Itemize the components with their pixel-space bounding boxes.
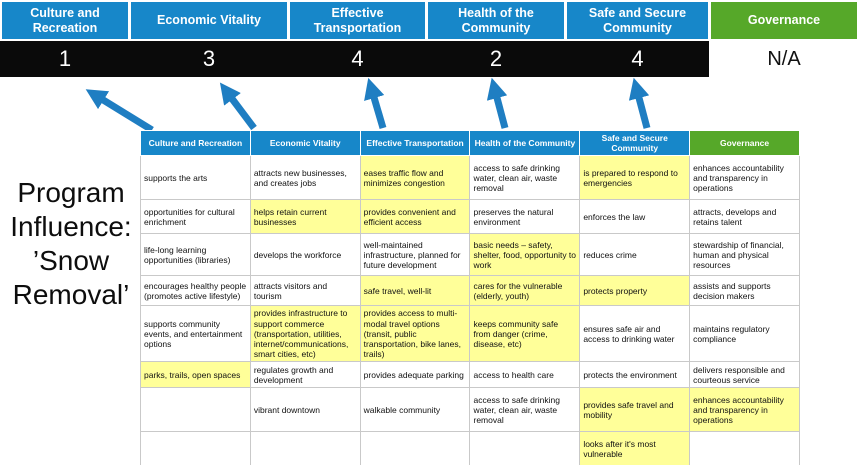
- matrix-header-culture-and-recreation: Culture and Recreation: [140, 129, 251, 157]
- matrix-cell: well-maintained infrastructure, planned …: [359, 233, 471, 277]
- matrix-cell: delivers responsible and courteous servi…: [689, 361, 800, 389]
- score-band: [0, 41, 709, 77]
- matrix-cell: cares for the vulnerable (elderly, youth…: [469, 275, 581, 307]
- matrix-cell: access to health care: [469, 361, 581, 389]
- matrix-row: looks after it's most vulnerable: [140, 431, 800, 465]
- pillar-header-economic-vitality: Economic Vitality: [131, 2, 287, 39]
- matrix-header-health-of-the-community: Health of the Community: [469, 129, 581, 157]
- matrix-cell: parks, trails, open spaces: [140, 361, 251, 389]
- matrix-cell: walkable community: [359, 387, 471, 433]
- matrix-cell: provides infrastructure to support comme…: [249, 305, 361, 363]
- matrix-cell: supports the arts: [140, 155, 251, 201]
- matrix-cell: attracts new businesses, and creates job…: [249, 155, 361, 201]
- matrix-cell: enhances accountability and transparency…: [689, 387, 800, 433]
- pillar-header-culture-and-recreation: Culture and Recreation: [2, 2, 128, 39]
- pillar-header-safe-and-secure-community: Safe and Secure Community: [567, 2, 708, 39]
- matrix-cell: provides safe travel and mobility: [579, 387, 691, 433]
- matrix-cell: life-long learning opportunities (librar…: [140, 233, 251, 277]
- matrix-cell: vibrant downtown: [249, 387, 361, 433]
- matrix-cell: [140, 431, 251, 465]
- matrix-cell: preserves the natural environment: [469, 199, 581, 235]
- matrix-cell: maintains regulatory compliance: [689, 305, 800, 363]
- influence-arrow-5: [628, 77, 651, 129]
- matrix-cell: basic needs – safety, shelter, food, opp…: [469, 233, 581, 277]
- matrix-row: parks, trails, open spaces regulates grow…: [140, 361, 800, 389]
- matrix-header-governance: Governance: [689, 129, 800, 157]
- matrix-cell: provides access to multi-modal travel op…: [359, 305, 471, 363]
- score-culture-and-recreation: 1: [58, 46, 72, 71]
- matrix-cell: ensures safe air and access to drinking …: [579, 305, 691, 363]
- influence-arrow-4: [486, 77, 509, 129]
- matrix-cell: [689, 431, 800, 465]
- matrix-row: encourages healthy people (promotes acti…: [140, 275, 800, 307]
- scoreboard-header-row: Culture and Recreation Economic Vitality E…: [2, 2, 857, 39]
- matrix-cell: provides adequate parking: [359, 361, 471, 389]
- matrix-cell: helps retain current businesses: [249, 199, 361, 235]
- pillar-header-effective-transportation: Effective Transportation: [290, 2, 425, 39]
- matrix-header-effective-transportation: Effective Transportation: [359, 129, 471, 157]
- score-safe-and-secure-community: 4: [631, 46, 644, 71]
- scoreboard-score-row: 1 3 4 2 4 N/A: [0, 41, 859, 77]
- matrix-cell: develops the workforce: [249, 233, 361, 277]
- matrix-cell: enhances accountability and transparency…: [689, 155, 800, 201]
- matrix-cell: provides convenient and efficient access: [359, 199, 471, 235]
- matrix-cell: protects the environment: [579, 361, 691, 389]
- matrix-cell: enforces the law: [579, 199, 691, 235]
- matrix-row: supports community events, and entertain…: [140, 305, 800, 363]
- matrix-cell: eases traffic flow and minimizes congest…: [359, 155, 471, 201]
- influence-arrows: [85, 77, 651, 133]
- matrix-cell: keeps community safe from danger (crime,…: [469, 305, 581, 363]
- matrix-cell: reduces crime: [579, 233, 691, 277]
- matrix-row: supports the arts attracts new businesses…: [140, 155, 800, 201]
- matrix-cell: access to safe drinking water, clean air…: [469, 155, 581, 201]
- matrix-row: opportunities for cultural enrichment hel…: [140, 199, 800, 235]
- matrix-cell: [249, 431, 361, 465]
- influence-arrow-3: [364, 77, 387, 129]
- matrix-cell: looks after it's most vulnerable: [579, 431, 691, 465]
- influence-matrix-table: Culture and Recreation Economic Vitality E…: [140, 129, 800, 465]
- matrix-cell: attracts visitors and tourism: [249, 275, 361, 307]
- influence-arrow-1: [85, 89, 154, 133]
- score-governance: N/A: [767, 48, 801, 70]
- matrix-cell: safe travel, well-lit: [359, 275, 471, 307]
- matrix-cell: [140, 387, 251, 433]
- score-economic-vitality: 3: [202, 46, 216, 71]
- matrix-cell: stewardship of financial, human and phys…: [689, 233, 800, 277]
- matrix-row: life-long learning opportunities (librar…: [140, 233, 800, 277]
- matrix-header-row: Culture and Recreation Economic Vitality E…: [140, 129, 800, 157]
- matrix-cell: encourages healthy people (promotes acti…: [140, 275, 251, 307]
- score-effective-transportation: 4: [351, 46, 364, 71]
- matrix-cell: assists and supports decision makers: [689, 275, 800, 307]
- matrix-cell: protects property: [579, 275, 691, 307]
- matrix-cell: is prepared to respond to emergencies: [579, 155, 691, 201]
- matrix-cell: supports community events, and entertain…: [140, 305, 251, 363]
- pillar-header-governance: Governance: [711, 2, 857, 39]
- matrix-cell: [359, 431, 471, 465]
- pillar-header-health-of-the-community: Health of the Community: [428, 2, 564, 39]
- score-health-of-the-community: 2: [489, 46, 503, 71]
- matrix-cell: attracts, develops and retains talent: [689, 199, 800, 235]
- matrix-cell: opportunities for cultural enrichment: [140, 199, 251, 235]
- matrix-cell: access to safe drinking water, clean air…: [469, 387, 581, 433]
- matrix-cell: [469, 431, 581, 465]
- program-influence-label: Program Influence: ’Snow Removal’: [10, 177, 132, 311]
- matrix-header-economic-vitality: Economic Vitality: [249, 129, 361, 157]
- matrix-cell: regulates growth and development: [249, 361, 361, 389]
- matrix-row: vibrant downtown walkable community access…: [140, 387, 800, 433]
- influence-arrow-2: [219, 82, 257, 131]
- matrix-header-safe-and-secure-community: Safe and Secure Community: [579, 129, 691, 157]
